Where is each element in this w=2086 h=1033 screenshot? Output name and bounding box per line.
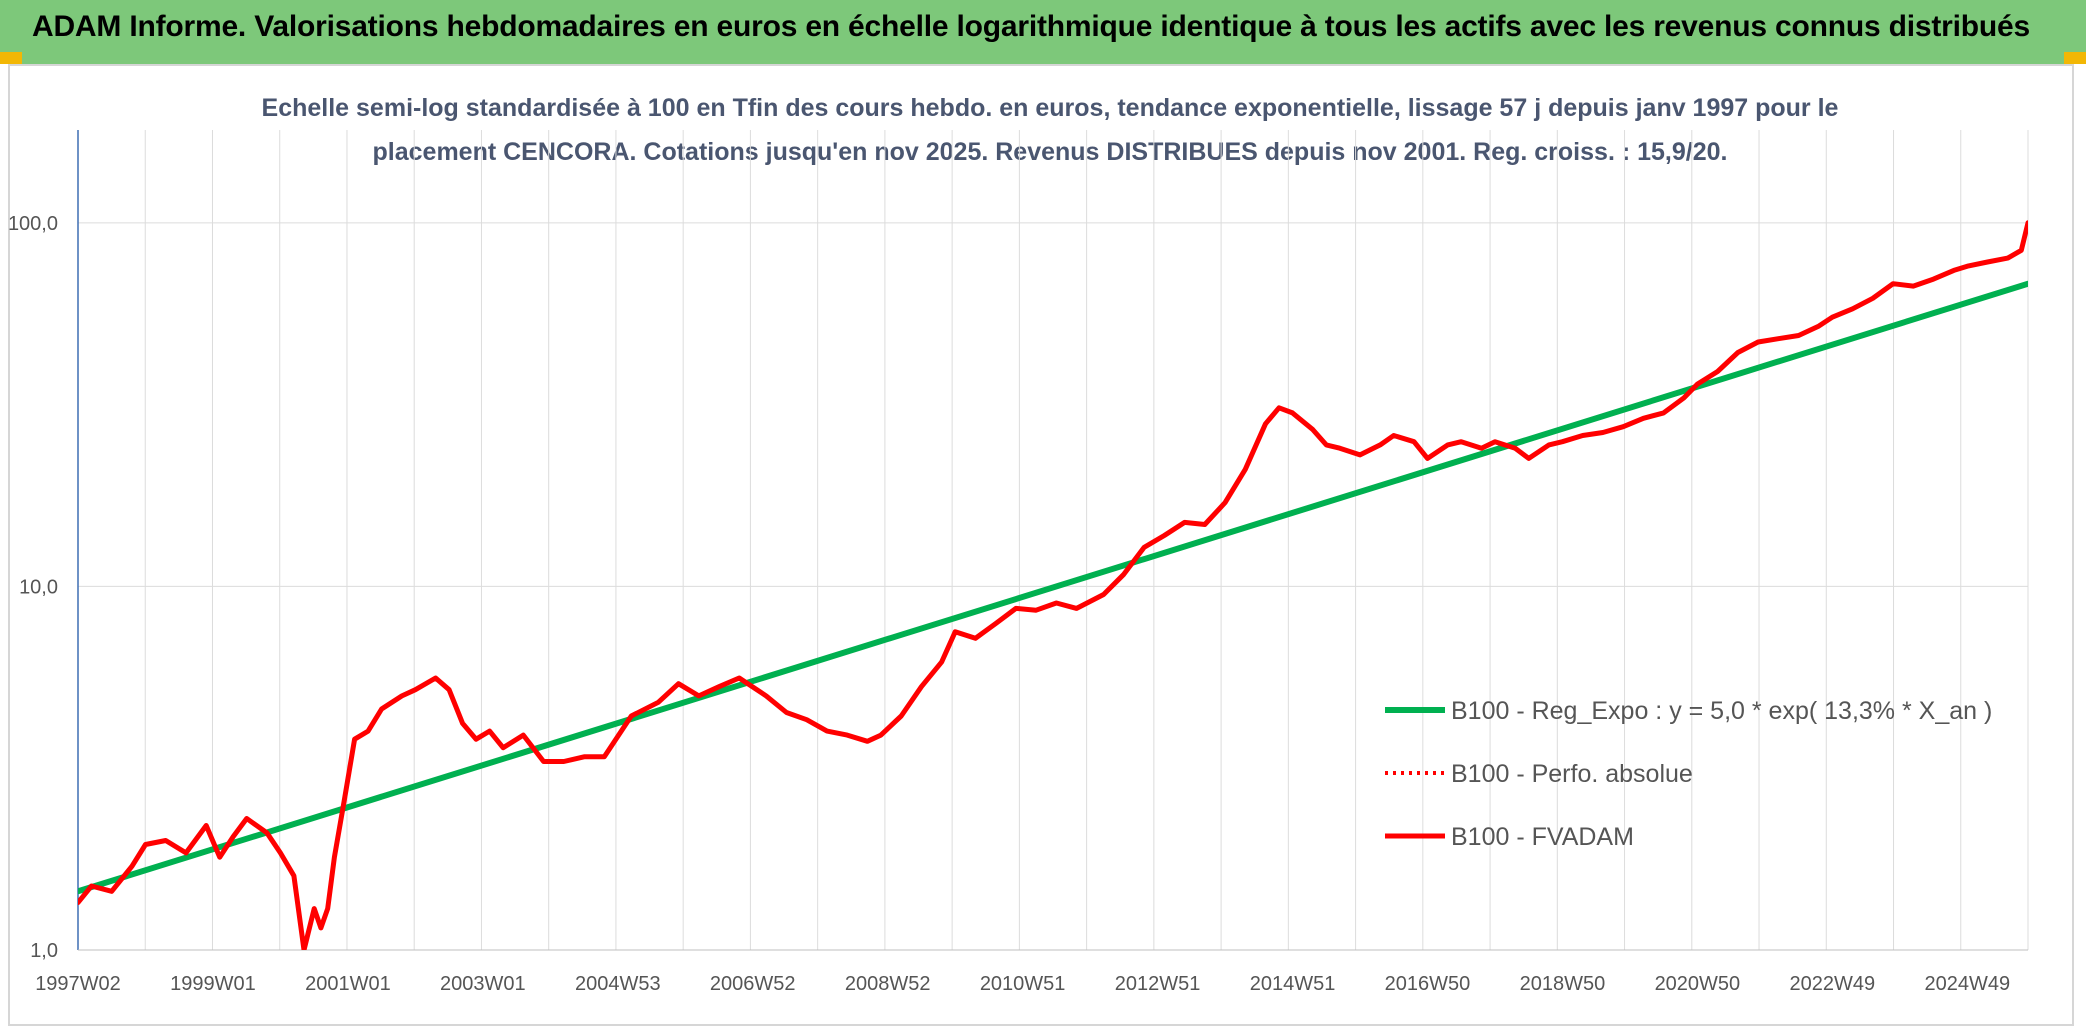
x-tick-label: 1997W02 [35,973,121,995]
legend-label: B100 - Perfo. absolue [1451,760,1693,788]
report-title: ADAM Informe. Valorisations hebdomadaire… [32,10,2030,43]
legend-label: B100 - Reg_Expo : y = 5,0 * exp( 13,3% *… [1451,697,1992,725]
chart-title: Echelle semi-log standardisée à 100 en T… [150,86,1950,174]
legend-label: B100 - FVADAM [1451,823,1634,851]
grid [77,130,2029,951]
chart-title-line-1: Echelle semi-log standardisée à 100 en T… [261,94,1839,122]
x-tick-label: 2004W53 [575,973,661,995]
x-tick-label: 1999W01 [170,973,256,995]
corner-accent-left [0,52,22,64]
x-tick-label: 2020W50 [1655,973,1741,995]
x-tick-label: 2022W49 [1790,973,1876,995]
x-tick-label: 2018W50 [1520,973,1606,995]
y-tick-label: 10,0 [19,576,58,598]
x-tick-label: 2024W49 [1924,973,2010,995]
price-line-series [78,220,2028,950]
legend: B100 - Reg_Expo : y = 5,0 * exp( 13,3% *… [1385,697,1992,851]
x-tick-label: 2003W01 [440,973,526,995]
chart-title-line-2: placement CENCORA. Cotations jusqu'en no… [372,138,1728,166]
y-tick-label: 100,0 [8,213,58,235]
y-tick-label: 1,0 [30,940,58,962]
chart-frame [8,64,2074,1026]
x-tick-label: 2012W51 [1115,973,1201,995]
x-tick-label: 2014W51 [1250,973,1336,995]
trend-line-series [78,280,2028,895]
x-tick-label: 2010W51 [980,973,1066,995]
x-tick-label: 2016W50 [1385,973,1471,995]
series-group [78,220,2028,950]
report-banner: ADAM Informe. Valorisations hebdomadaire… [0,0,2086,64]
x-tick-label: 2006W52 [710,973,796,995]
axes: 1,0 10,0 100,0 1997W02 1999W01 2001W01 2003W01… [8,130,2028,995]
corner-accent-right [2064,52,2086,64]
x-tick-label: 2001W01 [305,973,391,995]
x-tick-label: 2008W52 [845,973,931,995]
